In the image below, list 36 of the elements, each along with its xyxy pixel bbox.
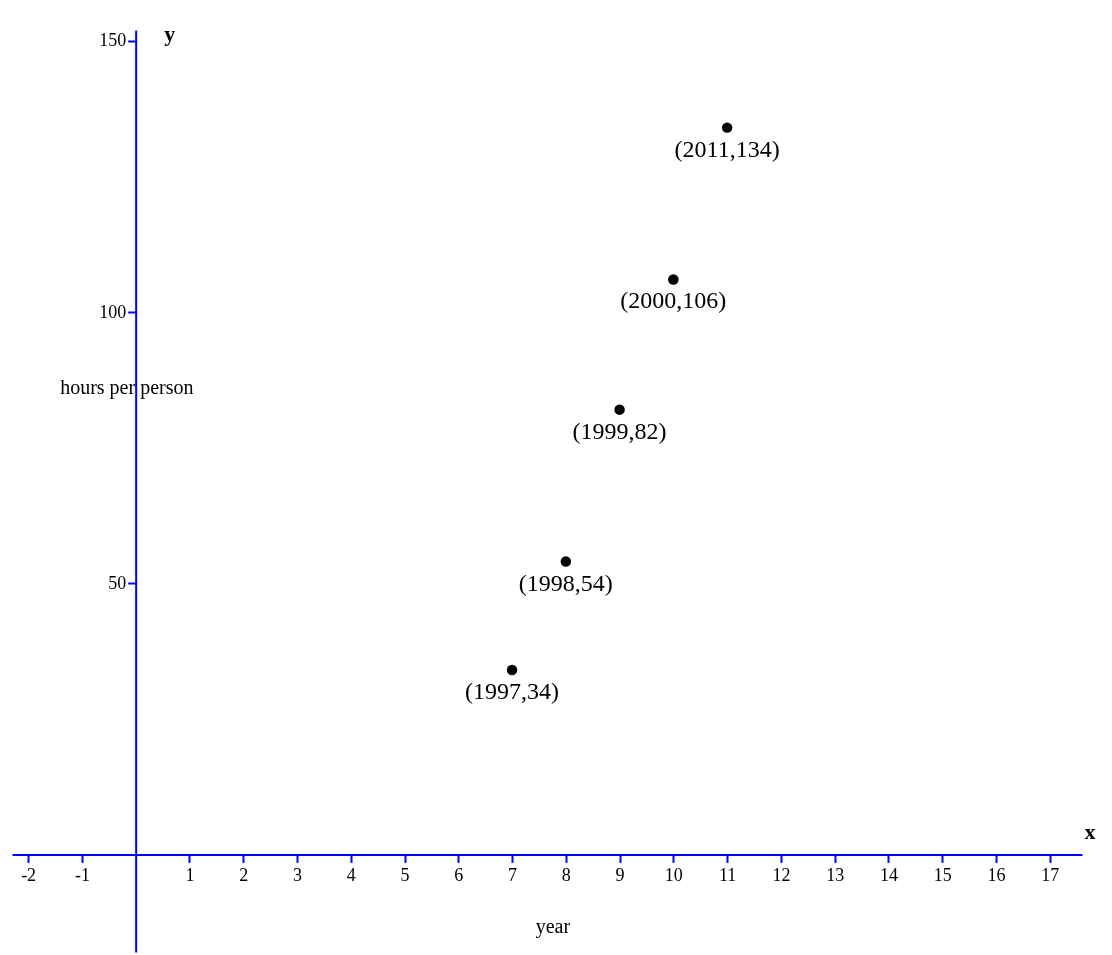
annotation: (1998,54) xyxy=(518,569,613,596)
text: x xyxy=(1084,819,1096,845)
x-tick-label: 2 xyxy=(239,864,249,885)
y-axis-title: hours per person xyxy=(60,376,194,400)
x-tick-label: 14 xyxy=(879,864,898,885)
y-tick-label: 50 xyxy=(108,572,127,593)
x-tick-label: 11 xyxy=(718,864,737,885)
x-tick-label: 15 xyxy=(933,864,952,885)
x-tick-label: 12 xyxy=(772,864,791,885)
point xyxy=(560,556,572,567)
y-tick-label: 100 xyxy=(99,301,127,322)
x-tick-label: 7 xyxy=(508,864,518,885)
point xyxy=(506,664,518,676)
x-axis-title: year xyxy=(535,914,571,938)
x-tick-label: 4 xyxy=(346,864,356,885)
annotation: (2000,106) xyxy=(620,287,727,314)
x-tick-label: 13 xyxy=(826,864,845,885)
x-tick-label: 8 xyxy=(561,864,571,885)
x-tick-label: -1 xyxy=(74,864,90,885)
x-tick-label: 3 xyxy=(292,864,302,885)
x-tick-label: 6 xyxy=(454,864,464,885)
annotation: (1999,82) xyxy=(572,417,667,444)
annotation: (1997,34) xyxy=(465,677,560,704)
y-tick-label: 150 xyxy=(99,30,127,51)
annotation: y xyxy=(164,21,176,46)
point xyxy=(721,122,733,133)
x-tick-label: 5 xyxy=(400,864,410,885)
x-tick-label: -2 xyxy=(21,864,37,885)
x-tick-label: 16 xyxy=(987,864,1006,885)
point xyxy=(668,274,679,285)
annotation: (2011,134) xyxy=(674,135,780,162)
x-tick-label: 1 xyxy=(185,864,195,885)
x-tick-label: 17 xyxy=(1041,864,1060,885)
x-tick-label: 10 xyxy=(664,864,683,885)
x-tick-label: 9 xyxy=(615,864,625,885)
point xyxy=(614,404,625,415)
